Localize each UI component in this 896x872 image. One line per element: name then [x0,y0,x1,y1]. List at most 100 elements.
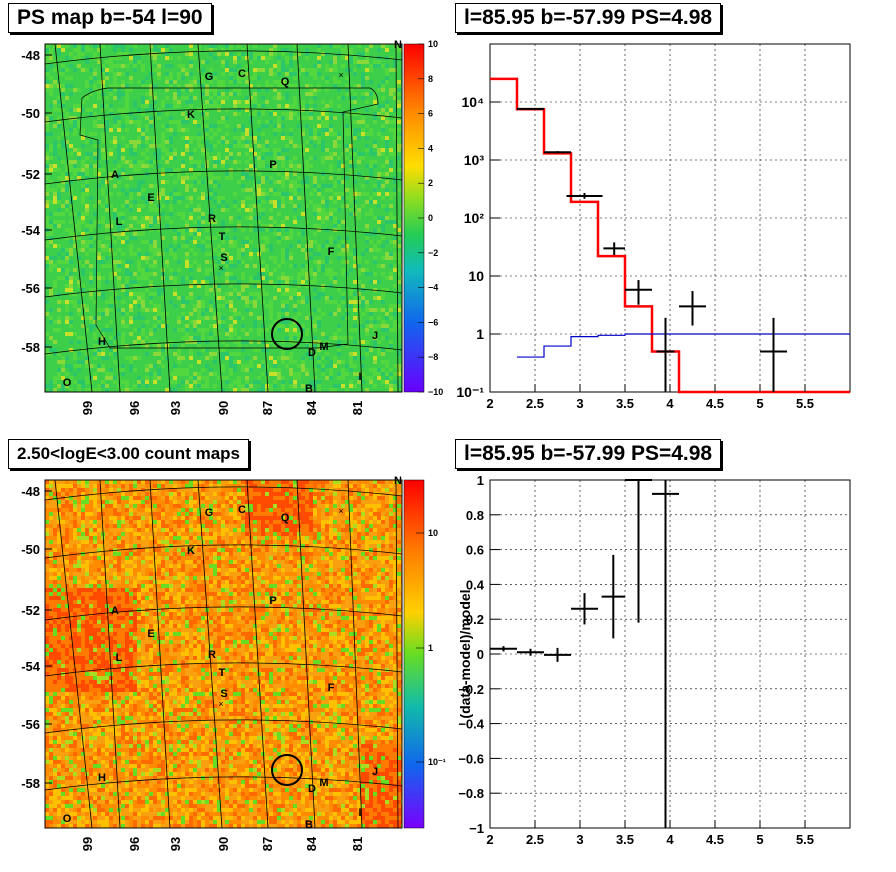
source-label: K [187,545,195,557]
ps-map-x-ticks: 99 96 93 90 87 84 81 [80,400,365,415]
count-colorbar-tick: 1 [428,643,433,653]
count-map-x-ticks: 99 96 93 90 87 84 81 [80,836,365,851]
residual-y-tick: 0.2 [466,612,484,627]
count-colorbar-ticks: 10 1 10⁻¹ [416,528,446,767]
residual-x-tick: 4 [666,832,674,847]
source-label: T [219,667,226,679]
lat-line [45,606,402,621]
ps-map-panel: 10 8 6 4 2 0 −2 −4 −6 −8 −10 -48 -50 -52 -54 -56 -58 99… [21,39,443,415]
lon-line [296,480,316,828]
ps-map-source-labels: N G C Q K P A E L RTS F J H D M O B I × × [63,39,402,395]
source-label: D [308,347,316,359]
map-y-tick: -58 [21,776,40,791]
lon-line [99,44,121,392]
source-label: F [328,246,335,258]
lat-line [45,108,402,123]
source-label: H [98,772,106,784]
map-x-tick: 81 [350,401,365,415]
map-x-tick: 84 [304,836,319,851]
residual-y-label: (data-model)/model [457,589,473,718]
source-label: S [220,688,227,700]
map-y-tick: -56 [21,717,40,732]
residual-ticks: 2 2.5 3 3.5 4 4.5 5 5.5 1 0.8 0.6 0.4 0.2 0 −0.2 −0.4 −0… [458,473,814,847]
ps-map-pixels [45,44,402,392]
spectrum-x-tick: 2.5 [526,396,544,411]
spectrum-series [490,77,850,394]
source-label: B [305,819,313,831]
ps-map-coord-grid [45,44,402,392]
source-label: S [220,252,227,264]
lon-line [197,44,223,392]
ps-colorbar-tick: 0 [428,213,433,223]
residual-x-tick: 3.5 [616,832,634,847]
ps-colorbar-tick: −6 [428,317,438,327]
residual-grid [490,480,850,828]
lat-line [45,776,402,791]
spectrum-y-tick: 10² [464,210,485,226]
residual-panel: 2 2.5 3 3.5 4 4.5 5 5.5 1 0.8 0.6 0.4 0.2 0 −0.2 −0.4 −0… [457,473,851,847]
source-label: M [319,777,328,789]
lon-line [347,44,363,392]
source-label: P [269,595,276,607]
lon-line [395,44,399,392]
lon-line [395,480,399,828]
map-y-tick: -50 [21,106,40,121]
ps-colorbar-tick: 8 [428,74,433,84]
source-label: I [358,807,361,819]
lon-line [347,480,363,828]
spectrum-y-tick: 1 [476,326,484,342]
source-marker: × [218,699,223,709]
map-x-tick: 93 [168,837,183,851]
map-y-tick: -48 [21,48,40,63]
lat-line [45,486,402,501]
residual-y-tick: −0.6 [458,751,484,766]
residual-x-tick: 3 [576,832,583,847]
source-label: K [187,109,195,121]
lon-line [54,480,93,828]
residual-y-tick: 0.8 [466,508,484,523]
source-label: E [147,628,154,640]
source-marker: × [338,70,343,80]
map-x-tick: 90 [216,401,231,415]
ps-candidate-circle [271,318,303,350]
lon-line [296,44,316,392]
source-label: N [394,475,402,487]
source-label: J [372,330,378,342]
spectrum-x-tick: 5.5 [796,396,814,411]
lon-line [54,44,93,392]
lon-line [197,480,223,828]
source-label: J [372,766,378,778]
spectrum-panel: 2 2.5 3 3.5 4 4.5 5 5.5 10⁴ 10³ 10² 10 1 10⁻¹ [456,43,851,411]
residual-x-tick: 5 [756,832,763,847]
ps-map-title: PS map b=-54 l=90 [8,3,212,33]
lat-line [45,283,402,298]
residual-y-tick: −0.4 [458,717,484,732]
residual-y-tick: 0 [477,647,484,662]
source-label: M [319,341,328,353]
source-label: E [147,192,154,204]
source-label: C [238,504,246,516]
ps-colorbar-tick: 6 [428,109,433,119]
source-label: P [269,159,276,171]
map-x-tick: 99 [80,837,95,851]
ps-colorbar-tick: −8 [428,352,438,362]
source-label: Q [281,512,290,524]
spectrum-y-tick: 10³ [464,152,485,168]
count-colorbar-tick: 10⁻¹ [428,757,446,767]
spectrum-y-tick: 10⁻¹ [456,384,484,400]
ps-colorbar-tick: 4 [428,143,433,153]
spectrum-x-tick: 3 [576,396,583,411]
lat-line [45,544,402,559]
count-colorbar [403,479,425,829]
spectrum-y-tick: 10 [468,268,484,284]
ps-colorbar-tick: 2 [428,178,433,188]
lon-line [149,44,171,392]
ps-colorbar-tick: −10 [428,387,443,397]
spectrum-y-tick: 10⁴ [462,94,485,110]
source-label: I [358,371,361,383]
source-label: A [111,605,119,617]
spectrum-x-tick: 4.5 [706,396,724,411]
map-y-tick: -48 [21,484,40,499]
ps-colorbar-tick: −4 [428,283,438,293]
